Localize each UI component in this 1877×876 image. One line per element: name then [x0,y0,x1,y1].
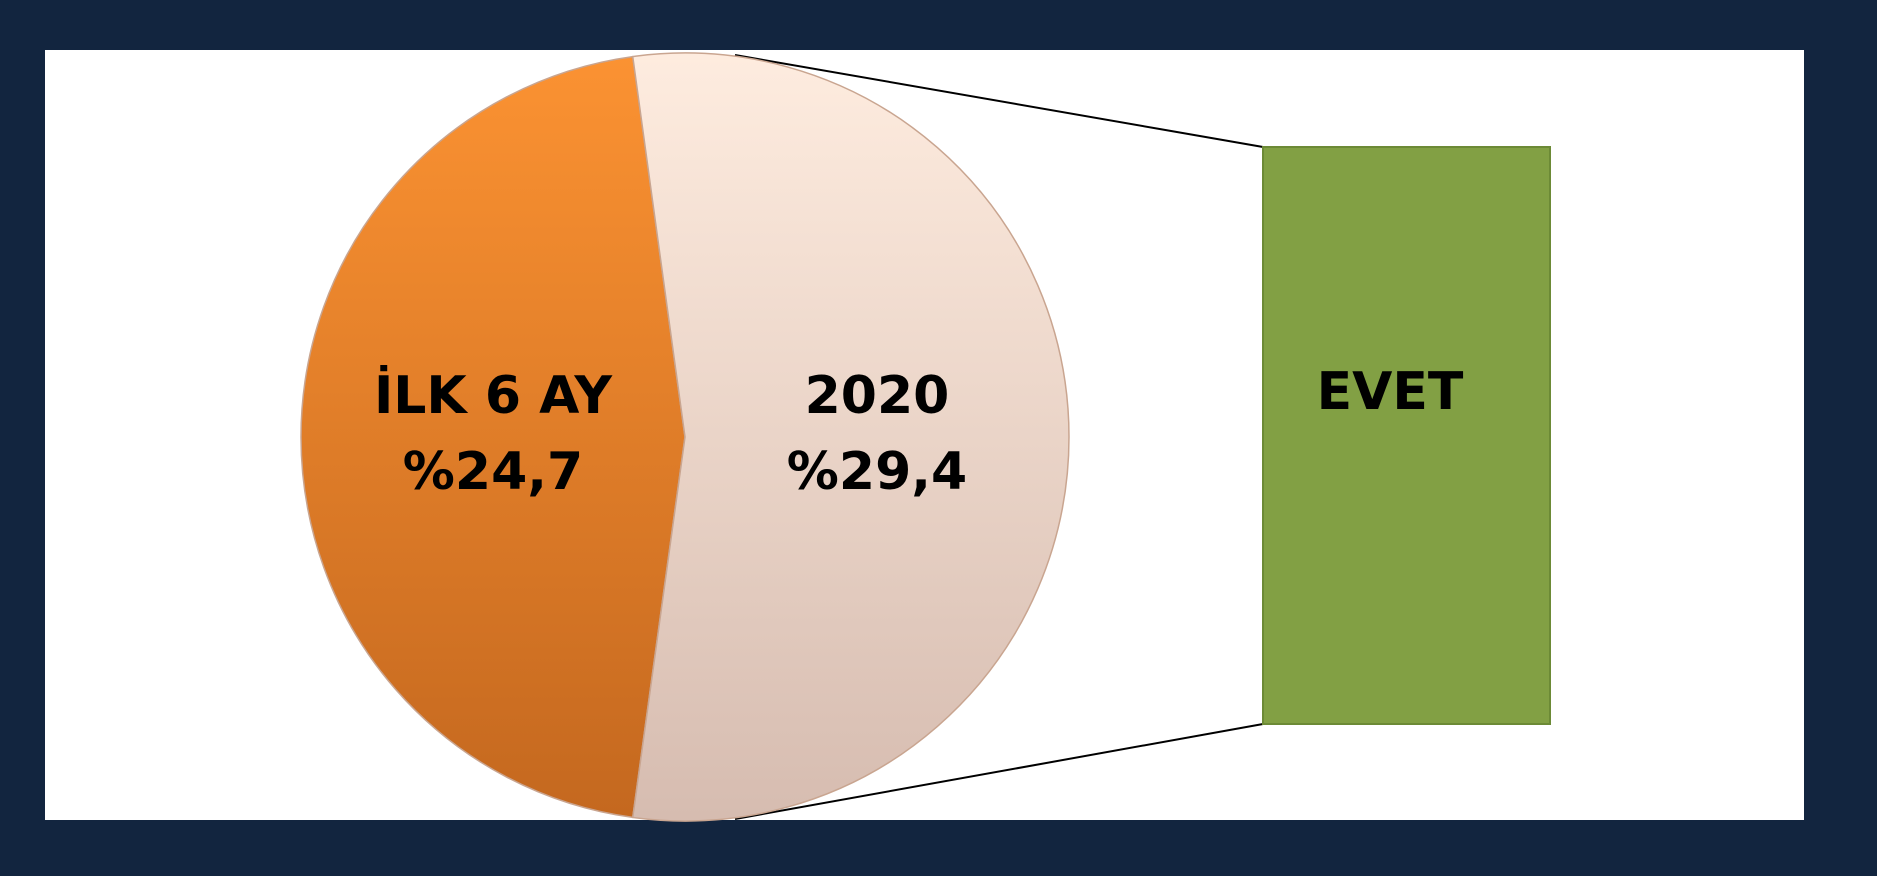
slice-value-label: %29,4 [787,442,967,502]
slice-name: 2020 [805,366,950,426]
slice-value-label: %24,7 [403,442,583,502]
bar-label: EVET [1317,362,1464,422]
pie-slice [300,55,686,819]
connector-line [734,723,1264,820]
bar-of-pie [1262,146,1551,725]
slice-name: İLK 6 AY [374,365,613,426]
connector-line [734,54,1264,148]
pie-slice [631,52,1070,822]
